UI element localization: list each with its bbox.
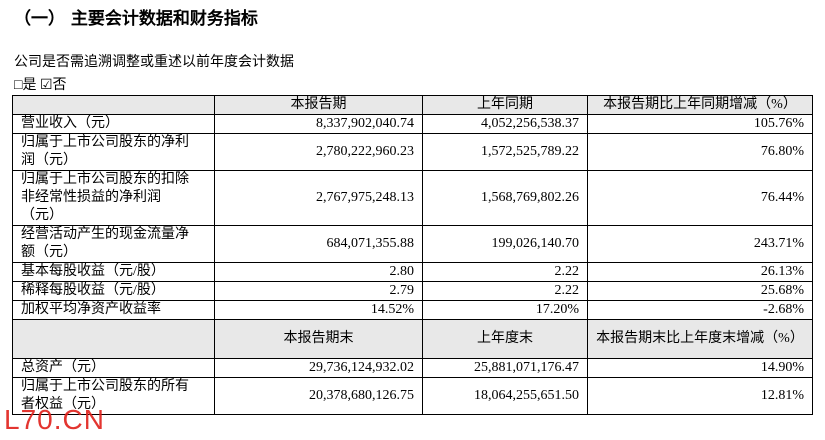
table-cell: 2.80: [214, 262, 423, 282]
watermark: L70.CN: [4, 404, 105, 435]
table-row: 稀释每股收益（元/股） 2.79 2.22 25.68%: [12, 281, 813, 301]
table-cell: 4,052,256,538.37: [422, 114, 588, 134]
table-cell: 14.52%: [214, 300, 423, 320]
table-cell: 营业收入（元）: [12, 114, 215, 134]
table-cell: 25,881,071,176.47: [422, 358, 588, 378]
table-cell: 18,064,255,651.50: [422, 377, 588, 415]
table-row: 加权平均净资产收益率 14.52% 17.20% -2.68%: [12, 300, 813, 320]
table-cell: 199,026,140.70: [422, 225, 588, 263]
intro: 公司是否需追溯调整或重述以前年度会计数据: [14, 55, 294, 70]
table-cell: 归属于上市公司股东的所有者权益（元）: [12, 377, 215, 415]
table-cell: 2,780,222,960.23: [214, 133, 423, 171]
table-cell: 76.44%: [587, 170, 813, 226]
table-cell: 76.80%: [587, 133, 813, 171]
table-cell: 26.13%: [587, 262, 813, 282]
table-cell: 243.71%: [587, 225, 813, 263]
table-cell: 684,071,355.88: [214, 225, 423, 263]
table-cell: 12.81%: [587, 377, 813, 415]
table-row: 总资产（元） 29,736,124,932.02 25,881,071,176.47…: [12, 358, 813, 378]
table-row: 经营活动产生的现金流量净额（元） 684,071,355.88 199,026,14…: [12, 225, 813, 263]
table-cell: 29,736,124,932.02: [214, 358, 423, 378]
header-cell: 本报告期比上年同期增减（%）: [587, 95, 813, 115]
table-cell: 25.68%: [587, 281, 813, 301]
header-row: 本报告期末 上年度末 本报告期末比上年度末增减（%）: [12, 319, 813, 359]
table-row: 归属于上市公司股东的扣除非经常性损益的净利润（元） 2,767,975,248.1…: [12, 170, 813, 226]
table-cell: 2,767,975,248.13: [214, 170, 423, 226]
table-cell: 经营活动产生的现金流量净额（元）: [12, 225, 215, 263]
table-cell: 总资产（元）: [12, 358, 215, 378]
header-cell: [12, 95, 215, 115]
table-cell: 14.90%: [587, 358, 813, 378]
header-cell: 上年度末: [422, 319, 588, 359]
table-cell: 1,568,769,802.26: [422, 170, 588, 226]
table-cell: 2.79: [214, 281, 423, 301]
data-table: 本报告期 上年同期 本报告期比上年同期增减（%） 营业收入（元） 8,337,902,0…: [12, 95, 813, 415]
table-row: 营业收入（元） 8,337,902,040.74 4,052,256,538.37 1…: [12, 114, 813, 134]
table-cell: 17.20%: [422, 300, 588, 320]
choice: □是 ☑否: [14, 78, 67, 93]
table-cell: 1,572,525,789.22: [422, 133, 588, 171]
header-cell: [12, 319, 215, 359]
table-row: 归属于上市公司股东的净利润（元） 2,780,222,960.23 1,572,52…: [12, 133, 813, 171]
title: （一） 主要会计数据和财务指标: [14, 9, 258, 29]
header-cell: 上年同期: [422, 95, 588, 115]
header-cell: 本报告期: [214, 95, 423, 115]
table-cell: 稀释每股收益（元/股）: [12, 281, 215, 301]
table-cell: 基本每股收益（元/股）: [12, 262, 215, 282]
header-cell: 本报告期末: [214, 319, 423, 359]
table-cell: 2.22: [422, 281, 588, 301]
table-cell: 2.22: [422, 262, 588, 282]
table-cell: -2.68%: [587, 300, 813, 320]
table-cell: 归属于上市公司股东的净利润（元）: [12, 133, 215, 171]
table-cell: 105.76%: [587, 114, 813, 134]
header-cell: 本报告期末比上年度末增减（%）: [587, 319, 813, 359]
table-cell: 加权平均净资产收益率: [12, 300, 215, 320]
table-cell: 归属于上市公司股东的扣除非经常性损益的净利润（元）: [12, 170, 215, 226]
table-cell: 8,337,902,040.74: [214, 114, 423, 134]
header-row: 本报告期 上年同期 本报告期比上年同期增减（%）: [12, 95, 813, 115]
table-row: 基本每股收益（元/股） 2.80 2.22 26.13%: [12, 262, 813, 282]
table-row: 归属于上市公司股东的所有者权益（元） 20,378,680,126.75 18,06…: [12, 377, 813, 415]
table-cell: 20,378,680,126.75: [214, 377, 423, 415]
